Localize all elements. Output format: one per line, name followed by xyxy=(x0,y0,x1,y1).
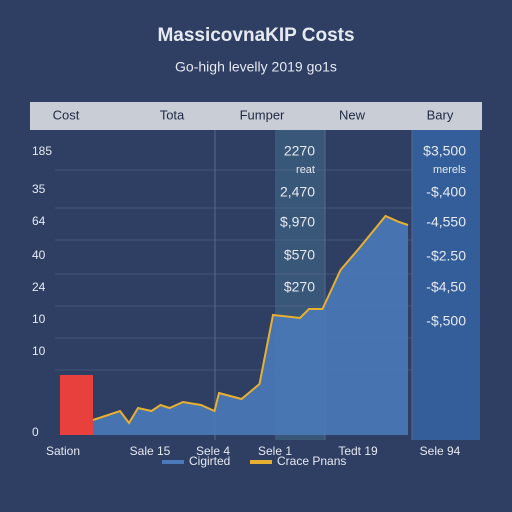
note: $570 xyxy=(284,247,315,263)
note: -$4,50 xyxy=(426,279,466,295)
header-cell: Bary xyxy=(427,107,454,122)
x-tick-label: Sation xyxy=(46,444,80,458)
row-label: 10 xyxy=(32,344,46,358)
area xyxy=(93,216,408,435)
x-tick-label: Sale 15 xyxy=(130,444,171,458)
note: 2,470 xyxy=(280,184,315,200)
header-cell: Cost xyxy=(53,107,80,122)
legend-swatch xyxy=(162,460,184,464)
row-label: 185 xyxy=(32,144,52,158)
note: -$2.50 xyxy=(426,248,466,264)
row-label: 0 xyxy=(32,425,39,439)
note: $3,500 xyxy=(423,143,466,159)
note: -4,550 xyxy=(426,214,466,230)
row-label: 10 xyxy=(32,312,46,326)
row-label: 35 xyxy=(32,182,46,196)
note: merels xyxy=(433,164,467,176)
note: $,970 xyxy=(280,214,315,230)
legend-label: Crace Pnans xyxy=(277,454,346,468)
legend-swatch xyxy=(250,460,272,464)
note: 2270 xyxy=(284,143,315,159)
header-cell: Fumper xyxy=(240,107,285,122)
header-cell: Tota xyxy=(160,107,185,122)
note: -$,400 xyxy=(426,184,466,200)
right-column xyxy=(412,130,480,440)
row-label: 24 xyxy=(32,280,46,294)
row-label: 40 xyxy=(32,248,46,262)
chart-title: MassicovnaKIP Costs xyxy=(157,25,354,46)
x-tick-label: Sele 1 xyxy=(258,444,292,458)
note: -$,500 xyxy=(426,313,466,329)
header-band xyxy=(30,102,482,130)
x-tick-label: Sele 94 xyxy=(420,444,461,458)
x-tick-label: Tedt 19 xyxy=(338,444,378,458)
highlight-bar xyxy=(60,375,93,435)
legend-label: Cigirted xyxy=(189,454,230,468)
line xyxy=(92,214,409,425)
x-tick-label: Sele 4 xyxy=(196,444,230,458)
note: reat xyxy=(296,164,315,176)
note: $270 xyxy=(284,279,315,295)
chart-subtitle: Go-high levelly 2019 go1s xyxy=(175,59,337,75)
row-label: 64 xyxy=(32,214,46,228)
header-cell: New xyxy=(339,107,366,122)
